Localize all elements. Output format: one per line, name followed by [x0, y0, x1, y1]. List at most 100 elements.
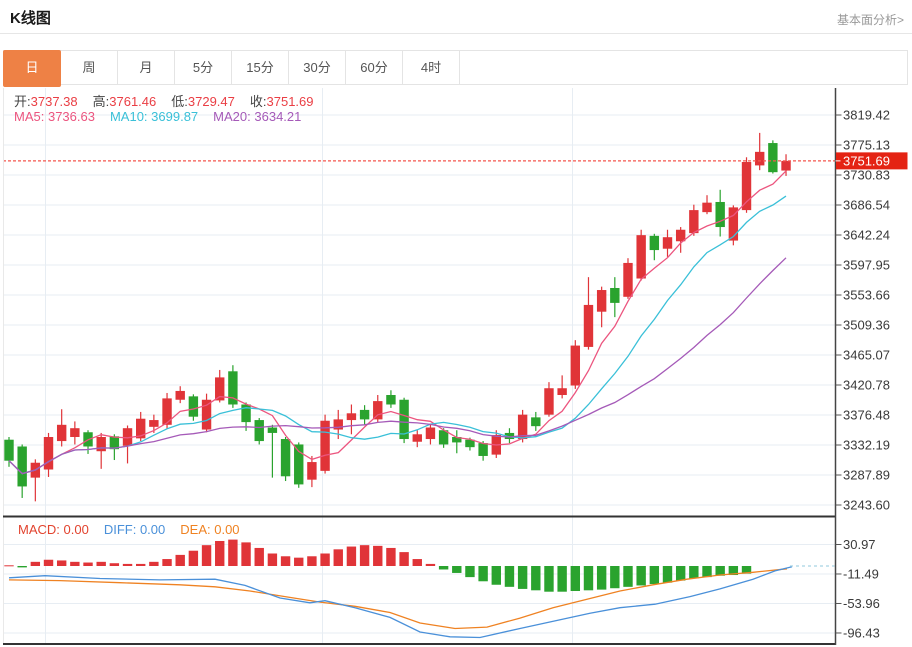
- macd-info-bar: MACD: 0.00 DIFF: 0.00 DEA: 0.00: [18, 522, 255, 537]
- macd-bar-up: [333, 549, 343, 566]
- macd-bar-up: [346, 546, 357, 566]
- ma10-label: MA10:: [109, 109, 148, 124]
- macd-bar-down: [504, 566, 515, 587]
- macd-bar-up: [43, 559, 54, 566]
- tab-5分[interactable]: 5分: [175, 51, 232, 84]
- high-label: 高:: [92, 94, 110, 109]
- macd-bar-up: [267, 553, 278, 566]
- high-value: 3761.46: [109, 94, 157, 109]
- candle-down: [280, 439, 291, 477]
- macd-axis-label: 30.97: [843, 537, 876, 552]
- y-axis-label: 3287.89: [843, 468, 890, 483]
- macd-bar-down: [544, 566, 554, 592]
- candle-up: [320, 420, 330, 471]
- ma5-line: [8, 170, 787, 475]
- macd-bar-up: [307, 556, 317, 566]
- ma-info-bar: MA5: 3736.63 MA10: 3699.87 MA20: 3634.21: [14, 109, 316, 124]
- candle-down: [399, 399, 409, 440]
- candle-up: [754, 151, 765, 166]
- y-axis-label: 3642.24: [843, 228, 890, 243]
- macd-bar-down: [570, 566, 581, 592]
- macd-bar-up: [280, 556, 291, 566]
- macd-bar-up: [83, 562, 93, 566]
- macd-bar-down: [491, 566, 501, 585]
- interval-tabs: 日周月 5分 15分 30分 60分 4时: [3, 50, 908, 87]
- candle-down: [715, 201, 725, 228]
- candle-down: [386, 395, 396, 405]
- candle-up: [702, 202, 712, 213]
- ma5-value: 3736.63: [47, 109, 95, 124]
- dea-pair: DEA: 0.00: [180, 522, 239, 537]
- y-axis-label: 3243.60: [843, 498, 890, 513]
- y-axis-label: 3819.42: [843, 108, 890, 123]
- ma10-pair: MA10: 3699.87: [110, 109, 198, 124]
- candle-up: [623, 262, 633, 297]
- candle-up: [517, 414, 528, 440]
- ma20-line: [8, 257, 787, 475]
- candle-down: [452, 436, 462, 443]
- candle-up: [675, 229, 686, 242]
- macd-bar-down: [557, 566, 567, 592]
- macd-bar-down: [596, 566, 607, 590]
- candle-up: [149, 420, 159, 427]
- candle-down: [188, 396, 199, 417]
- ma5-pair: MA5: 3736.63: [14, 109, 95, 124]
- tab-周[interactable]: 周: [61, 51, 118, 84]
- macd-bar-down: [623, 566, 633, 587]
- y-axis-label: 3775.13: [843, 138, 890, 153]
- macd-axis-label: -11.49: [843, 566, 879, 581]
- candle-down: [241, 404, 251, 423]
- macd-pair: MACD: 0.00: [18, 522, 89, 537]
- macd-value: 0.00: [63, 522, 89, 537]
- candle-up: [741, 162, 752, 211]
- tab-15分[interactable]: 15分: [232, 51, 289, 84]
- candle-up: [583, 304, 594, 347]
- macd-bar-down: [675, 566, 686, 581]
- macd-bar-up: [175, 554, 185, 566]
- diff-pair: DIFF: 0.00: [104, 522, 165, 537]
- tab-月[interactable]: 月: [118, 51, 175, 84]
- tab-30分[interactable]: 30分: [289, 51, 346, 84]
- macd-bar-down: [531, 566, 541, 591]
- candle-down: [478, 443, 488, 456]
- diff-line: [8, 566, 793, 639]
- macd-axis-label: -53.96: [843, 596, 880, 611]
- candle-down: [109, 436, 120, 450]
- low-value: 3729.47: [187, 94, 235, 109]
- macd-bar-up: [399, 552, 409, 566]
- candle-up: [333, 419, 343, 430]
- macd-bar-up: [241, 542, 251, 566]
- macd-bar-up: [228, 539, 238, 566]
- candle-down: [359, 409, 370, 420]
- candle-up: [175, 390, 185, 400]
- high-pair: 高:3761.46: [93, 91, 157, 110]
- dea-value: 0.00: [214, 522, 240, 537]
- candle-up: [215, 377, 225, 401]
- tab-60分[interactable]: 60分: [346, 51, 403, 84]
- diff-value: 0.00: [139, 522, 166, 537]
- macd-bar-up: [425, 563, 436, 566]
- macd-bar-up: [386, 547, 396, 566]
- candle-up: [96, 436, 106, 452]
- candle-up: [136, 418, 146, 439]
- candle-up: [162, 398, 172, 425]
- fundamental-analysis-link[interactable]: 基本面分析>: [836, 13, 904, 27]
- ma10-line: [8, 195, 787, 475]
- candle-down: [294, 444, 304, 485]
- macd-bar-down: [662, 566, 673, 583]
- candle-up: [728, 207, 739, 241]
- y-axis-label: 3509.36: [843, 318, 890, 333]
- macd-bar-up: [56, 560, 67, 566]
- macd-axis-label: -96.43: [843, 625, 880, 640]
- candle-down: [438, 430, 449, 445]
- tab-4时[interactable]: 4时: [403, 51, 460, 84]
- dea-label: DEA:: [180, 522, 211, 537]
- macd-label: MACD:: [18, 522, 60, 537]
- macd-bar-down: [452, 566, 462, 573]
- tab-日[interactable]: 日: [3, 50, 61, 87]
- candle-up: [570, 345, 581, 386]
- open-pair: 开:3737.38: [14, 91, 78, 110]
- y-axis-label: 3332.19: [843, 438, 890, 453]
- candle-up: [557, 388, 567, 396]
